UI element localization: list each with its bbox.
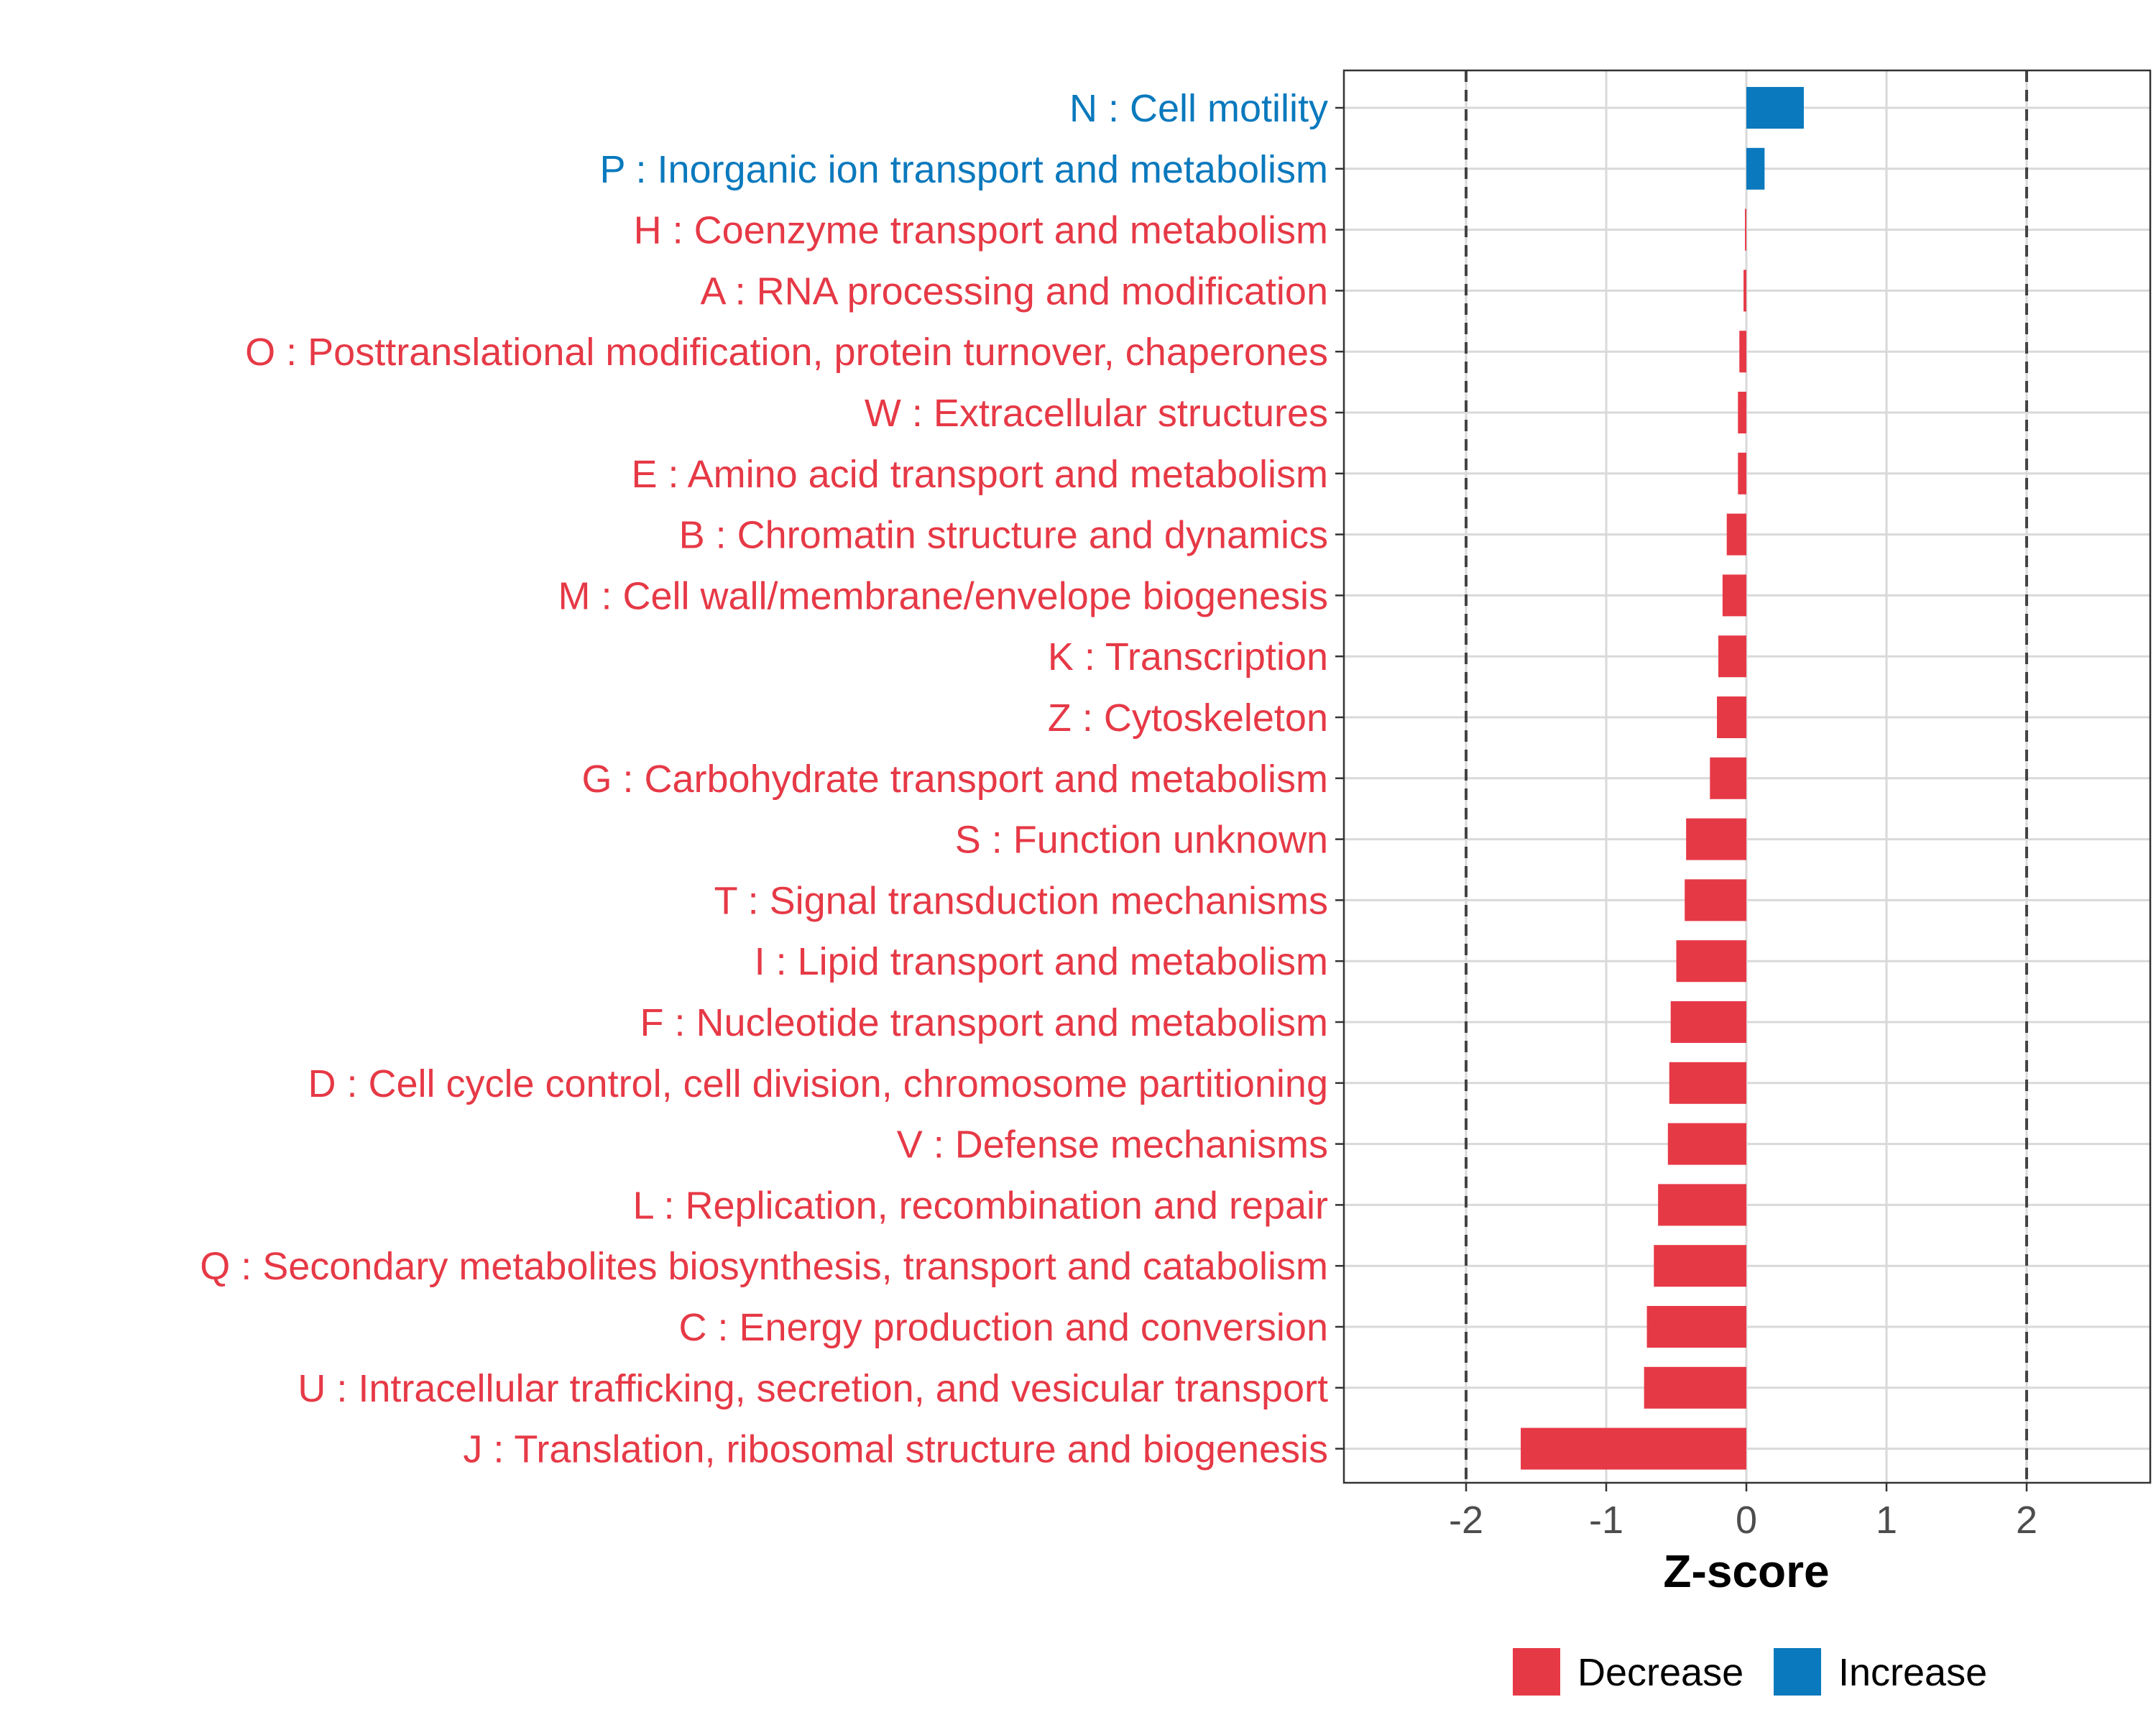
x-tick-label: 1 <box>1876 1499 1897 1542</box>
legend-label-decrease: Decrease <box>1577 1651 1743 1694</box>
bar <box>1669 1062 1746 1104</box>
x-tick-label: 0 <box>1736 1499 1757 1542</box>
bar <box>1685 879 1746 921</box>
category-label: B : Chromatin structure and dynamics <box>679 514 1328 557</box>
category-label: Z : Cytoskeleton <box>1048 696 1328 740</box>
bar <box>1738 452 1746 494</box>
category-label: M : Cell wall/membrane/envelope biogenes… <box>558 574 1328 617</box>
bar <box>1658 1184 1746 1226</box>
category-label: E : Amino acid transport and metabolism <box>632 453 1328 496</box>
category-label: Q : Secondary metabolites biosynthesis, … <box>200 1245 1328 1288</box>
bars <box>1521 87 1804 1470</box>
category-label: O : Posttranslational modification, prot… <box>245 331 1328 374</box>
category-label: K : Transcription <box>1048 635 1328 678</box>
legend: Decrease Increase <box>1513 1648 1987 1696</box>
category-labels: N : Cell motility P : Inorganic ion trans… <box>200 87 1328 1471</box>
category-label: J : Translation, ribosomal structure and… <box>463 1428 1328 1471</box>
category-label: D : Cell cycle control, cell division, c… <box>308 1062 1328 1105</box>
bar <box>1718 635 1746 678</box>
bar <box>1686 818 1746 860</box>
x-axis-ticks: -2 -1 0 1 2 <box>1449 1483 2037 1542</box>
bar <box>1746 147 1765 190</box>
legend-swatch-decrease <box>1513 1648 1560 1696</box>
x-tick-label: -1 <box>1589 1499 1623 1542</box>
x-axis-title: Z-score <box>1663 1545 1829 1597</box>
bar <box>1676 940 1746 983</box>
category-label: P : Inorganic ion transport and metaboli… <box>599 148 1328 191</box>
category-label: L : Replication, recombination and repai… <box>632 1184 1328 1227</box>
bar <box>1717 696 1746 738</box>
x-tick-label: 2 <box>2016 1499 2037 1542</box>
y-axis-ticks <box>1335 106 1344 1450</box>
bar <box>1738 392 1746 433</box>
bar <box>1654 1245 1746 1287</box>
bar <box>1670 1001 1746 1043</box>
category-label: I : Lipid transport and metabolism <box>755 940 1328 983</box>
category-label: U : Intracellular trafficking, secretion… <box>298 1367 1328 1410</box>
category-label: S : Function unknown <box>955 819 1328 862</box>
bar <box>1644 1366 1746 1409</box>
category-label: G : Carbohydrate transport and metabolis… <box>582 758 1329 801</box>
bar <box>1722 574 1746 617</box>
bar <box>1739 331 1746 373</box>
bar <box>1710 757 1746 799</box>
category-label: A : RNA processing and modification <box>701 270 1328 313</box>
category-label: W : Extracellular structures <box>865 392 1328 435</box>
category-label: V : Defense mechanisms <box>897 1123 1328 1167</box>
bar <box>1746 87 1804 129</box>
bar <box>1745 208 1746 251</box>
x-tick-label: -2 <box>1449 1499 1483 1542</box>
bar <box>1646 1306 1746 1348</box>
reference-lines <box>1465 70 2028 1483</box>
bar <box>1521 1427 1746 1470</box>
legend-swatch-increase <box>1774 1648 1821 1696</box>
category-label: F : Nucleotide transport and metabolism <box>640 1001 1328 1044</box>
legend-label-increase: Increase <box>1838 1651 1987 1694</box>
category-label: T : Signal transduction mechanisms <box>714 879 1328 922</box>
bar <box>1743 270 1746 312</box>
category-label: H : Coenzyme transport and metabolism <box>634 209 1328 252</box>
category-label: N : Cell motility <box>1069 87 1328 130</box>
category-label: C : Energy production and conversion <box>678 1306 1328 1349</box>
bar <box>1726 513 1746 556</box>
bar <box>1667 1123 1746 1165</box>
